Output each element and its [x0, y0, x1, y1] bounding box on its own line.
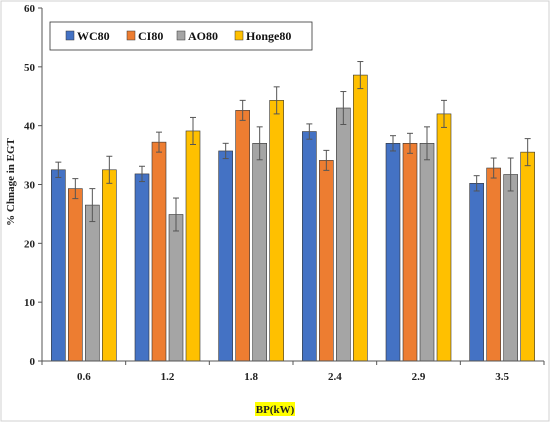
error-bar [407, 132, 413, 154]
bar-wc80-1_8 [218, 150, 233, 362]
error-bar [190, 116, 196, 145]
y-tick-label: 40 [24, 121, 36, 133]
bar-ci80-2_9 [402, 143, 418, 362]
bar-ao80-1_8 [252, 143, 267, 362]
y-tick-label: 60 [24, 3, 36, 15]
legend-label-ao80: AO80 [188, 29, 218, 43]
legend: WC80 CI80 AO80 Honge80 [49, 21, 313, 51]
x-axis-title: BP(kW) [256, 404, 295, 416]
bar-ao80-2_4 [336, 107, 351, 362]
y-tick-label: 50 [24, 62, 36, 74]
error-bar [473, 175, 480, 192]
error-bar [256, 126, 263, 161]
bar-wc80-2_9 [385, 143, 401, 362]
legend-label-wc80: WC80 [77, 29, 110, 43]
bar-honge80-2_4 [353, 74, 368, 362]
axes-layer [41, 8, 544, 362]
error-bar [424, 126, 430, 161]
x-tick-label: 3.5 [495, 371, 509, 383]
x-axis-title-highlight [255, 402, 295, 416]
error-bar [524, 138, 531, 167]
bar-ci80-0_6 [68, 188, 83, 362]
error-bar [156, 131, 162, 153]
bars-layer [51, 61, 535, 362]
bar-ci80-1_8 [235, 110, 250, 362]
bar-ao80-3_5 [503, 174, 518, 362]
bar-honge80-1_8 [269, 100, 284, 362]
error-bar [72, 178, 79, 200]
bar-wc80-3_5 [469, 183, 484, 362]
bar-ao80-0_6 [85, 204, 100, 362]
legend-swatch-honge80 [234, 30, 244, 41]
x-tick-label: 0.6 [77, 371, 91, 383]
error-bar [139, 165, 145, 183]
bar-ci80-1_2 [151, 141, 167, 362]
error-bar [222, 142, 229, 160]
error-bar [306, 123, 313, 140]
error-bar [357, 61, 364, 90]
error-bar [89, 188, 96, 223]
y-tick-label: 10 [24, 297, 36, 309]
y-axis-title: % Chnage in EGT [5, 137, 17, 225]
bar-wc80-2_4 [302, 131, 317, 362]
bar-honge80-1_2 [185, 130, 201, 362]
bar-honge80-0_6 [102, 169, 117, 362]
legend-label-ci80: CI80 [138, 29, 163, 43]
legend-swatch-ci80 [126, 30, 136, 41]
y-tick-label: 30 [24, 180, 36, 192]
bar-ci80-3_5 [486, 167, 501, 362]
x-tick-label: 2.4 [328, 371, 342, 383]
error-bar [340, 91, 347, 125]
y-tick-label: 0 [30, 356, 36, 368]
error-bar [390, 135, 396, 152]
error-bar [490, 157, 497, 179]
ticks-layer: 0 10 20 30 40 50 60 0.6 1.2 1.8 2.4 2.9 3.5 [24, 3, 545, 383]
error-bar [273, 86, 280, 115]
bar-wc80-0_6 [51, 169, 66, 362]
legend-item-ci80: CI80 [126, 29, 163, 43]
bar-honge80-3_5 [520, 151, 535, 362]
error-bar [106, 155, 113, 184]
error-bar [173, 197, 179, 232]
bar-ao80-2_9 [419, 143, 435, 362]
x-tick-label: 1.8 [244, 371, 258, 383]
error-bar [55, 161, 62, 178]
legend-item-wc80: WC80 [65, 29, 110, 43]
y-tick-label: 20 [24, 238, 36, 250]
bar-ci80-2_4 [319, 160, 334, 362]
error-bar [507, 157, 514, 192]
error-bar [323, 149, 330, 171]
legend-swatch-wc80 [65, 30, 75, 41]
legend-item-ao80: AO80 [176, 29, 218, 43]
x-tick-label: 2.9 [412, 371, 426, 383]
bar-wc80-1_2 [134, 173, 150, 362]
bar-ao80-1_2 [168, 214, 184, 362]
bar-honge80-2_9 [436, 113, 452, 362]
legend-label-honge80: Honge80 [246, 29, 291, 43]
legend-item-honge80: Honge80 [234, 29, 291, 43]
error-bar [441, 99, 447, 128]
error-bar [239, 99, 246, 121]
x-tick-label: 1.2 [161, 371, 175, 383]
legend-swatch-ao80 [176, 30, 186, 41]
